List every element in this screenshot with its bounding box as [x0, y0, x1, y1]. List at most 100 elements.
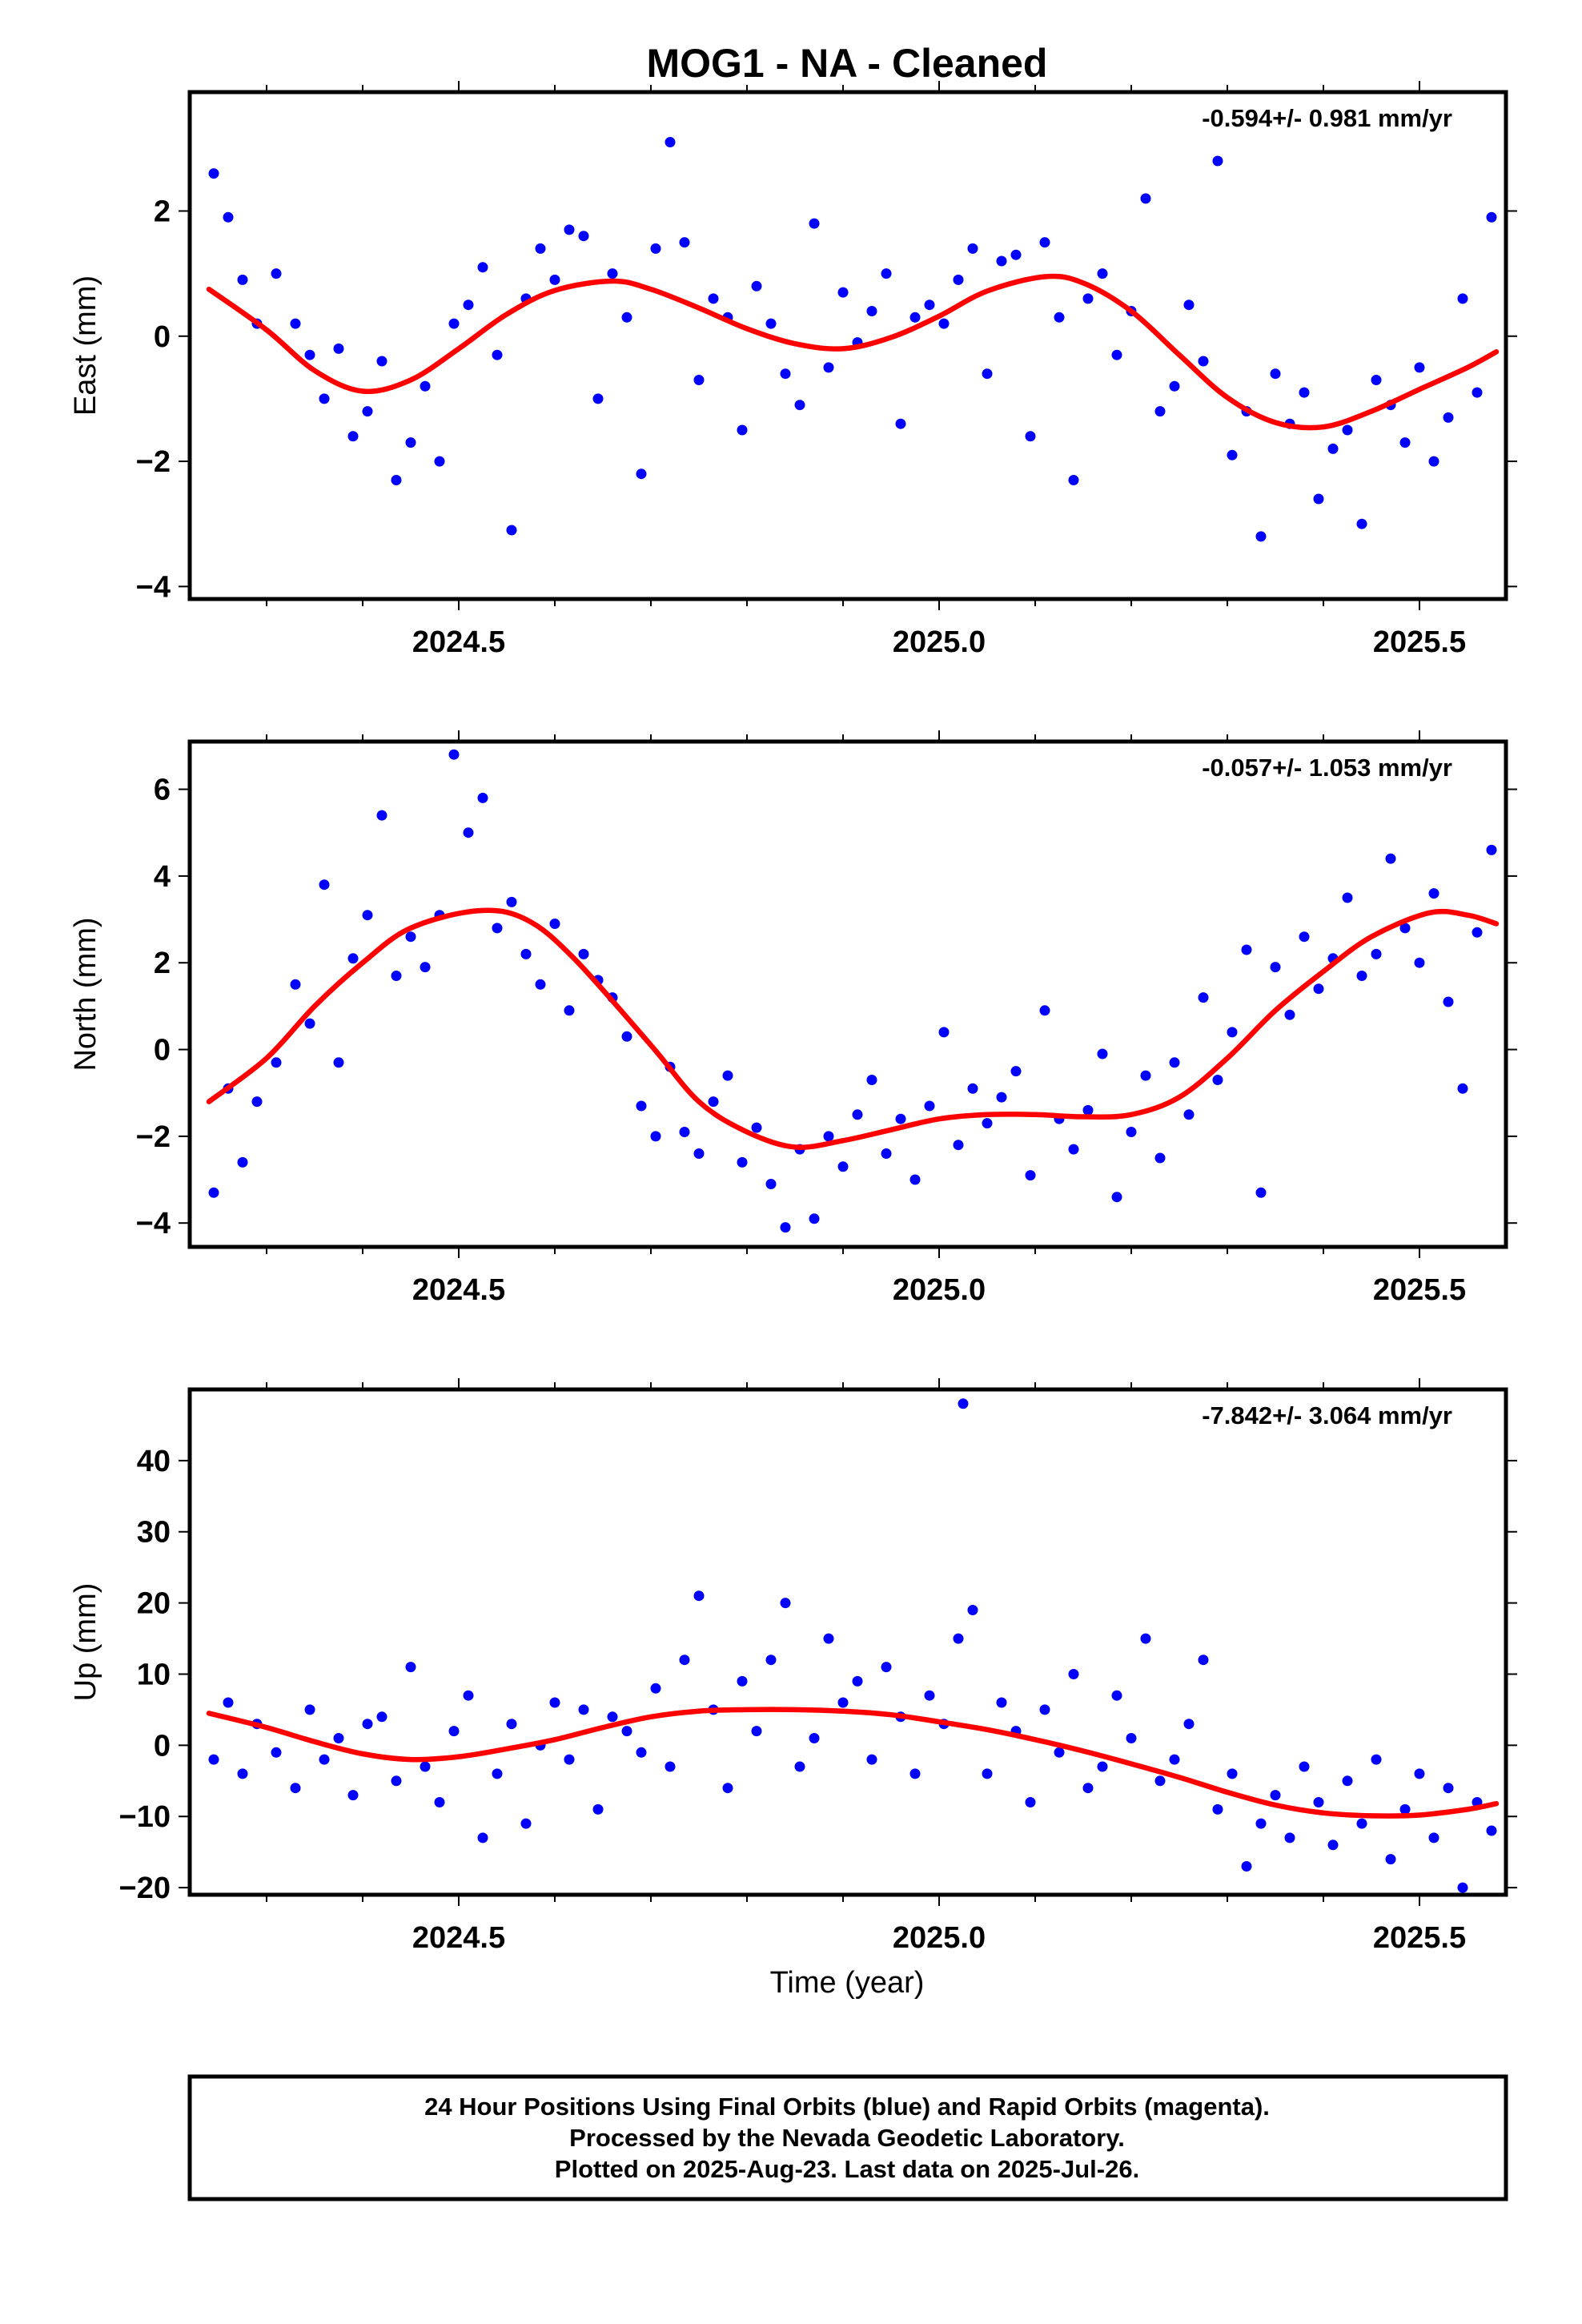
data-point	[1443, 996, 1454, 1007]
data-point	[837, 1697, 849, 1708]
y-tick-label: −2	[136, 1120, 171, 1154]
data-point	[564, 1754, 575, 1765]
data-point	[434, 1797, 445, 1807]
data-point	[650, 1131, 661, 1142]
data-point	[866, 1754, 877, 1765]
data-point	[1356, 971, 1367, 981]
data-point	[1183, 1719, 1195, 1730]
data-point	[621, 1031, 632, 1042]
data-point	[420, 380, 431, 392]
data-point	[665, 137, 676, 147]
points-up	[208, 1398, 1497, 1893]
data-point	[391, 1775, 402, 1787]
data-point	[1169, 380, 1180, 392]
data-point	[391, 475, 402, 485]
data-point	[1039, 237, 1050, 248]
data-point	[1169, 1057, 1180, 1068]
data-point	[1154, 406, 1166, 417]
data-point	[1198, 1655, 1209, 1666]
y-axis-label-east: East (mm)	[69, 275, 102, 416]
data-point	[967, 1605, 978, 1615]
data-point	[665, 1761, 676, 1772]
data-point	[1025, 1170, 1036, 1181]
data-point	[722, 1070, 733, 1081]
data-point	[535, 979, 546, 990]
data-point	[1299, 931, 1310, 943]
data-point	[1299, 1761, 1310, 1772]
data-point	[982, 368, 993, 380]
data-point	[1385, 1854, 1396, 1865]
data-point	[837, 1161, 849, 1172]
y-tick-label: 30	[137, 1516, 171, 1550]
data-point	[592, 1803, 604, 1815]
data-point	[208, 168, 219, 179]
data-point	[1198, 356, 1209, 367]
data-point	[333, 1057, 344, 1068]
y-tick-label: 2	[154, 195, 171, 228]
data-point	[362, 1719, 373, 1730]
data-point	[1068, 1669, 1079, 1679]
data-point	[1414, 1768, 1425, 1779]
data-point	[290, 1783, 301, 1794]
chart-title: MOG1 - NA - Cleaned	[647, 41, 1048, 86]
data-point	[765, 1179, 777, 1189]
data-point	[852, 1675, 863, 1687]
data-point	[1025, 1797, 1036, 1807]
data-point	[237, 1156, 248, 1168]
y-tick-label: 40	[137, 1445, 171, 1478]
footer-line-3: Plotted on 2025-Aug-23. Last data on 202…	[555, 2155, 1139, 2183]
data-point	[1371, 375, 1382, 385]
data-point	[223, 211, 234, 223]
data-point	[996, 1092, 1007, 1103]
data-point	[347, 1790, 359, 1801]
data-point	[881, 268, 892, 279]
data-point	[1183, 300, 1195, 311]
data-point	[737, 424, 748, 436]
data-point	[809, 1213, 820, 1224]
data-point	[208, 1754, 219, 1765]
data-point	[448, 318, 460, 329]
data-point	[1039, 1005, 1050, 1016]
rate-label-up: -7.842+/- 3.064 mm/yr	[1202, 1401, 1452, 1429]
data-point	[953, 1633, 964, 1644]
data-point	[362, 406, 373, 417]
data-point	[362, 910, 373, 921]
data-point	[909, 1174, 921, 1185]
data-point	[679, 237, 690, 248]
data-point	[794, 400, 805, 411]
data-point	[1327, 443, 1339, 454]
data-point	[1082, 1783, 1094, 1794]
data-point	[463, 300, 474, 311]
data-point	[823, 362, 834, 373]
x-tick-label: 2024.5	[412, 1921, 505, 1955]
data-point	[592, 393, 604, 404]
data-point	[866, 306, 877, 316]
data-point	[1428, 456, 1439, 467]
data-point	[1010, 249, 1022, 260]
x-tick-label: 2025.5	[1373, 1273, 1466, 1307]
data-point	[823, 1131, 834, 1142]
data-point	[578, 231, 589, 242]
data-point	[1284, 1009, 1295, 1020]
y-tick-label: −20	[119, 1872, 171, 1905]
footer-box	[187, 2074, 1508, 2201]
data-point	[448, 1726, 460, 1737]
x-tick-label: 2025.0	[893, 625, 986, 659]
data-point	[737, 1156, 748, 1168]
data-point	[967, 243, 978, 254]
data-point	[506, 896, 517, 907]
data-point	[967, 1083, 978, 1094]
data-point	[492, 923, 503, 934]
data-point	[780, 1222, 791, 1233]
data-point	[1212, 1803, 1223, 1815]
data-point	[636, 1100, 647, 1112]
data-point	[780, 1598, 791, 1609]
x-axis-label: Time (year)	[770, 1966, 925, 2000]
data-point	[1010, 1066, 1022, 1077]
data-point	[271, 268, 282, 279]
data-point	[506, 525, 517, 536]
data-point	[564, 224, 575, 235]
plot-frame-east	[187, 90, 1508, 601]
data-point	[1227, 1027, 1238, 1038]
data-point	[1140, 1633, 1151, 1644]
